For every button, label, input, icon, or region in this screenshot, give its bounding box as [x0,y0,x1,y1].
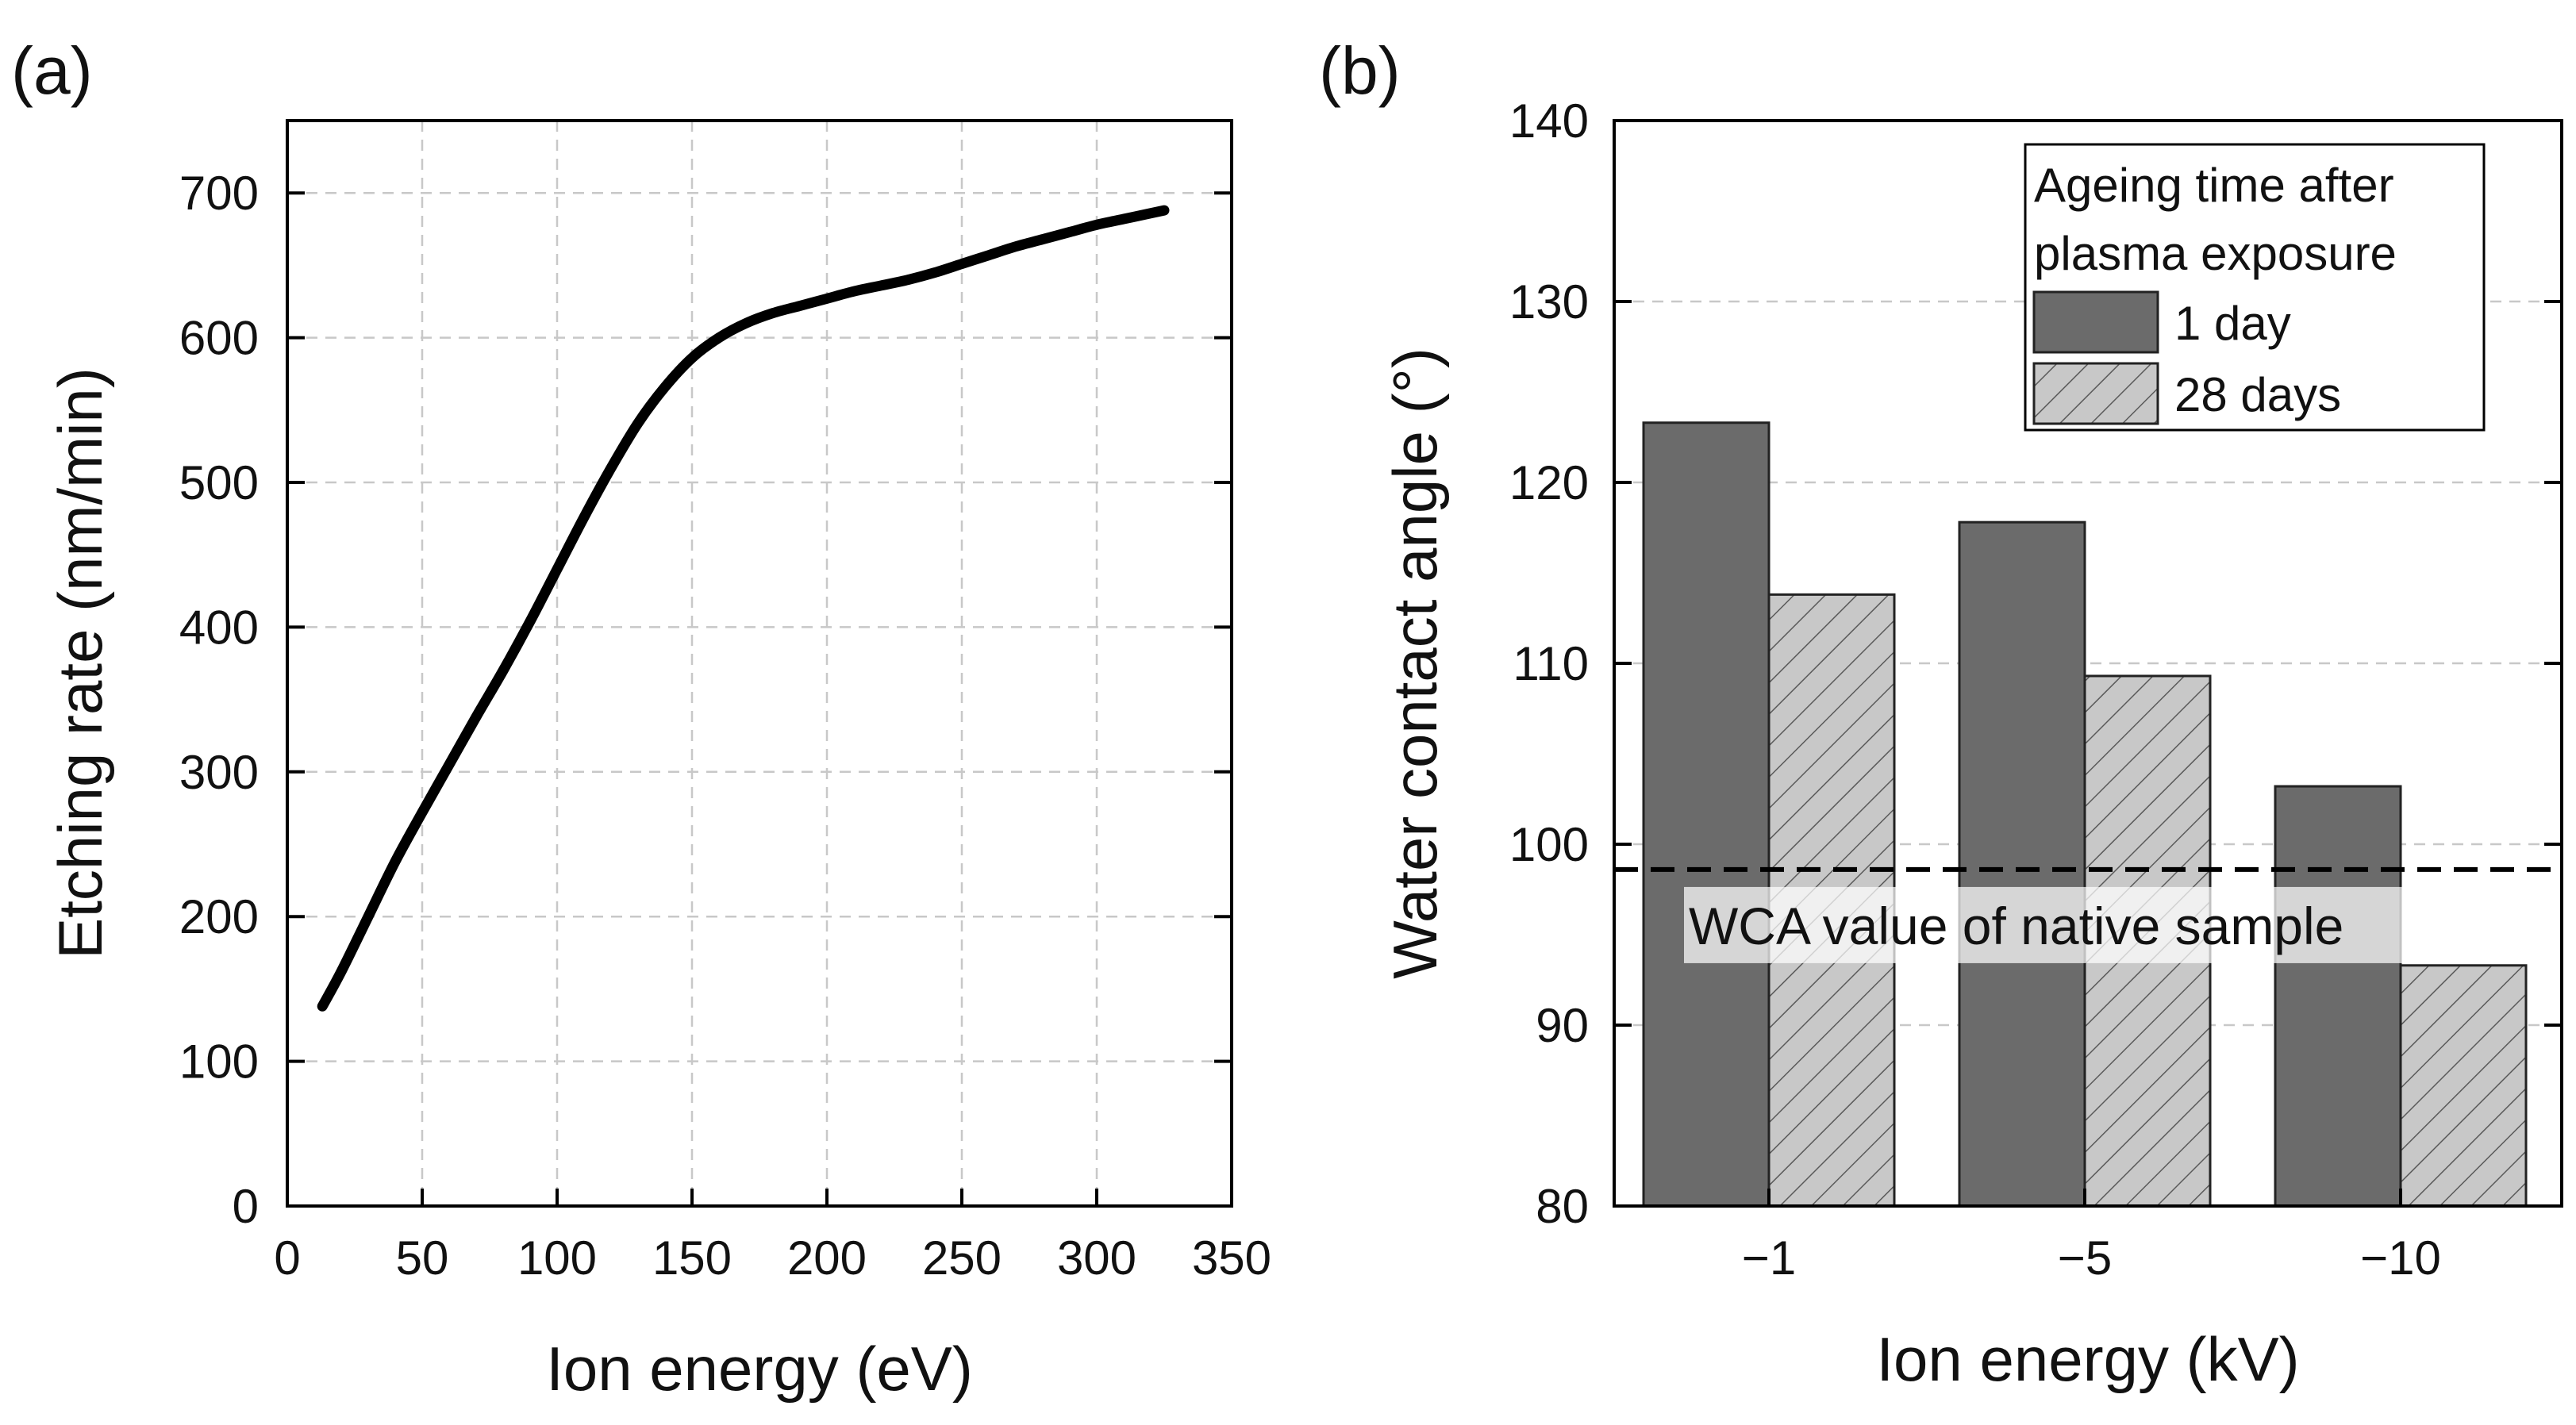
bar-1-day [1642,421,1771,1208]
panel-b-y-tick-label: 110 [1513,637,1589,690]
panel-b-y-tick-label: 90 [1536,999,1589,1052]
panel-a-y-tick-label: 400 [179,601,259,654]
panel-a-plot-frame [286,119,1233,1208]
reference-label-backdrop [1684,886,2465,963]
bar-1-day [2274,785,2402,1208]
panel-a-grid [287,121,1232,1206]
legend-swatch-1-day [2032,290,2159,354]
panel-b-reference-line-group: WCA value of native sample [1614,866,2562,963]
panel-a-x-tick-label: 0 [274,1231,300,1285]
panel-b-y-tick-label: 140 [1509,94,1589,148]
panel-a-x-tick-label: 100 [517,1231,597,1285]
panel-b-x-axis-title: Ion energy (kV) [1876,1324,2299,1394]
panel-a-x-tick-label: 250 [922,1231,1002,1285]
panel-b-x-tick-label: −1 [1742,1231,1796,1285]
panel-b-x-tick-label: −5 [2058,1231,2112,1285]
panel-a-line-chart: (a) 0 50 100 150 200 250 300 350 0 100 200 300 400 50… [11,33,1271,1404]
panel-a-y-tick-label: 100 [179,1035,259,1089]
panel-a-y-tick-label: 600 [179,312,259,365]
bar-1-day [1958,520,2086,1208]
panel-a-y-tick-label: 0 [233,1180,259,1233]
panel-b-label: (b) [1319,33,1401,108]
panel-b-y-axis-title: Water contact angle (°) [1380,348,1450,979]
panel-a-series [317,205,1170,1012]
panel-b-y-tick-label: 120 [1509,456,1589,509]
panel-a-x-tick-label: 200 [787,1231,867,1285]
panel-a-y-tick-label: 500 [179,456,259,509]
legend-entry-label: 1 day [2174,297,2291,350]
panel-b-ticks: 80 90 100 110 120 130 140 −1 −5 −10 [1509,94,2562,1285]
panel-a-x-tick-label: 50 [396,1231,449,1285]
panel-a-y-tick-label: 300 [179,746,259,799]
panel-a-y-tick-label: 700 [179,167,259,220]
panel-b-bars [1642,421,2528,1208]
panel-a-x-axis-title: Ion energy (eV) [546,1334,973,1404]
panel-b-y-tick-label: 80 [1536,1180,1589,1233]
panel-a-x-tick-label: 350 [1192,1231,1271,1285]
legend-entry-label: 28 days [2174,368,2341,421]
panel-a-x-tick-label: 150 [652,1231,732,1285]
panel-a-y-tick-label: 200 [179,890,259,943]
panel-a-y-axis-title: Etching rate (nm/min) [45,367,115,959]
legend-swatch-28-days [2032,362,2159,425]
panel-a-x-tick-label: 300 [1057,1231,1136,1285]
panel-a-ticks: 0 50 100 150 200 250 300 350 0 100 200 300 400 500 600… [179,167,1271,1285]
panel-b-bar-chart: (b) WCA value of native sample 80 90 100 11… [1319,33,2563,1394]
panel-b-x-tick-label: −10 [2360,1231,2441,1285]
legend-title-line-2: plasma exposure [2034,227,2397,280]
legend-title-line-1: Ageing time after [2034,159,2394,212]
reference-line-label: WCA value of native sample [1689,897,2343,955]
panel-a-label: (a) [11,33,93,108]
panel-b-y-tick-label: 130 [1509,275,1589,328]
bar-28-days [2399,964,2528,1208]
etching-rate-line [317,205,1170,1012]
panel-b-y-tick-label: 100 [1509,818,1589,871]
panel-b-legend: Ageing time after plasma exposure 1 day 28 … [2024,143,2486,432]
